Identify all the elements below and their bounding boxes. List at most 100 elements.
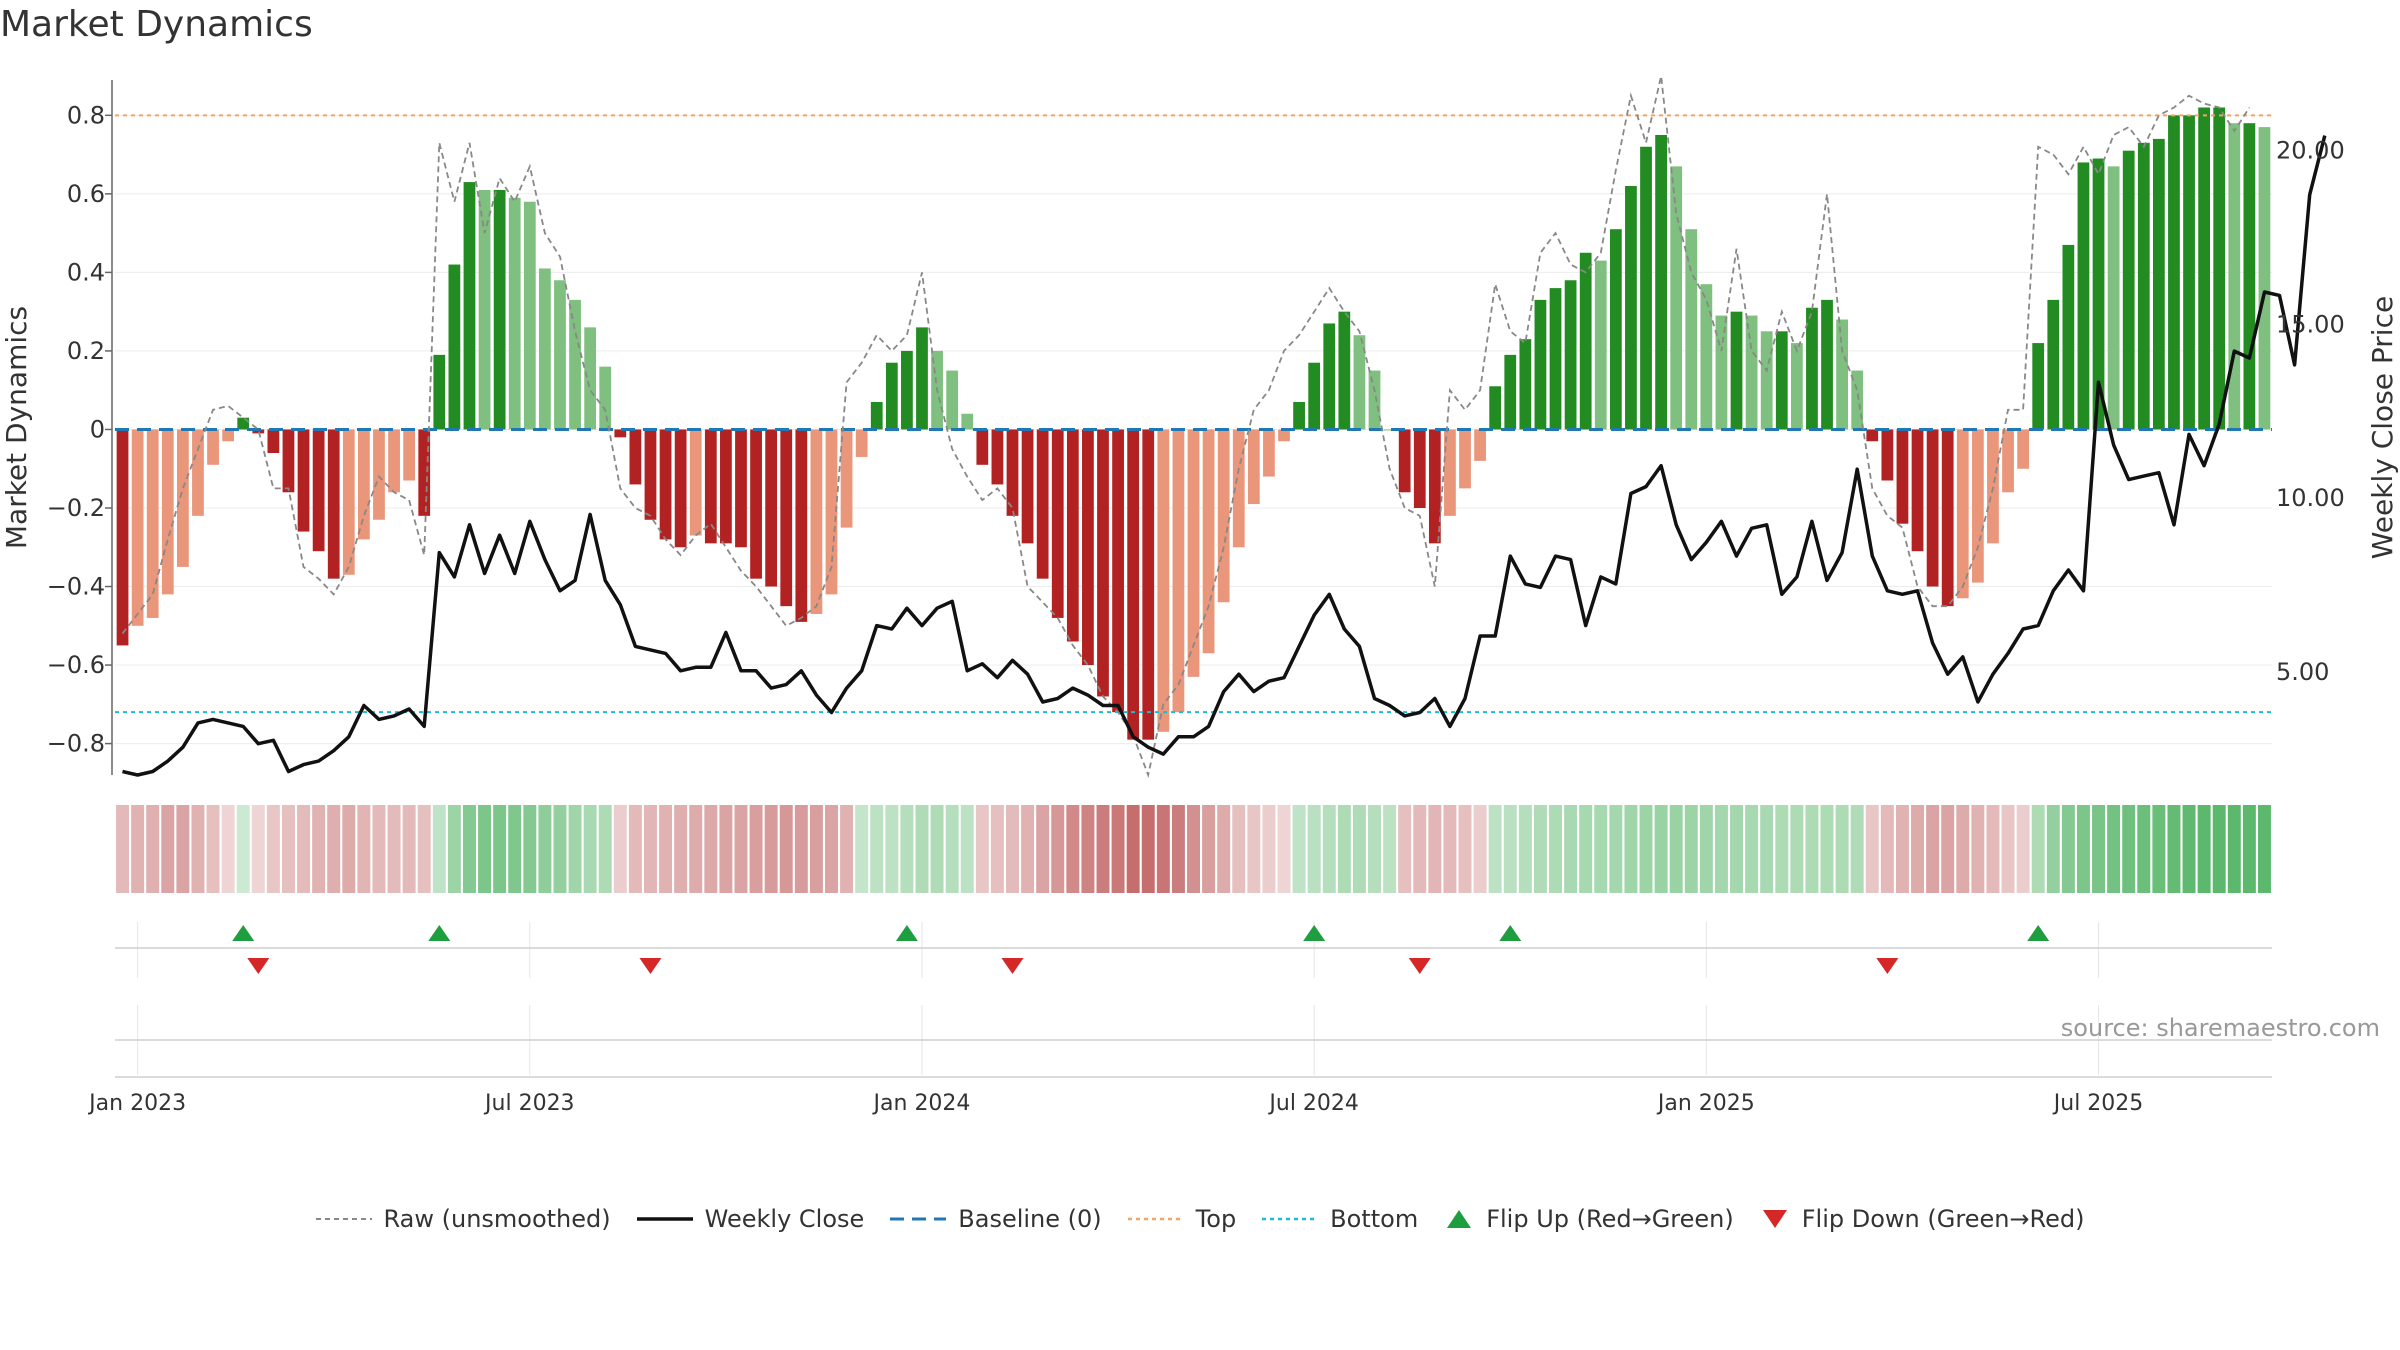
bar: [825, 429, 838, 595]
band-cell: [1021, 805, 1035, 893]
bar: [885, 362, 898, 430]
bar: [1594, 260, 1607, 430]
dashed-blue-line-icon: [890, 1217, 947, 1221]
band-cell: [1277, 805, 1291, 893]
bar: [1625, 186, 1637, 430]
band-cell: [462, 805, 476, 893]
bar: [704, 429, 717, 544]
bar: [2258, 127, 2271, 430]
red-down-triangle-icon: [1762, 1210, 1787, 1228]
bar: [599, 366, 612, 430]
band-cell: [1368, 805, 1381, 893]
bar: [1444, 429, 1456, 516]
band-cell: [2122, 805, 2136, 893]
band-cell: [1081, 805, 1095, 893]
x-tick-label: Jul 2024: [1267, 1091, 1359, 1116]
band-cell: [1760, 805, 1774, 893]
bar: [961, 413, 974, 430]
band-cell: [1609, 805, 1623, 893]
bar: [1564, 280, 1577, 430]
band-cell: [583, 805, 597, 893]
bar: [1866, 429, 1879, 442]
bar: [870, 401, 883, 430]
bar: [116, 429, 129, 646]
band-cell: [297, 805, 311, 893]
band-cell: [749, 805, 763, 893]
band-cell: [613, 805, 627, 893]
band-cell: [779, 805, 793, 893]
band-cell: [1624, 805, 1638, 893]
bar: [1730, 311, 1743, 430]
bar: [327, 429, 340, 579]
band-cell: [1549, 805, 1563, 893]
band-cell: [1594, 805, 1608, 893]
band-cell: [131, 805, 145, 893]
band-cell: [508, 805, 522, 893]
legend-label: Weekly Close: [704, 1205, 865, 1233]
bar: [297, 429, 310, 532]
bar: [810, 429, 823, 615]
bar: [1519, 339, 1532, 430]
band-cell: [2227, 805, 2241, 893]
band-cell: [1247, 805, 1261, 893]
reference-lines: [115, 114, 2272, 714]
flip-up-marker: [2027, 925, 2050, 941]
band-cell: [1820, 805, 1834, 893]
band-cell: [1171, 805, 1185, 893]
band-cell: [221, 805, 235, 893]
band-cell: [975, 805, 989, 893]
bar: [1640, 146, 1652, 430]
band-cell: [342, 805, 356, 893]
bar: [1549, 288, 1562, 430]
bar: [1790, 343, 1803, 430]
band-cell: [960, 805, 974, 893]
bar: [1609, 229, 1622, 430]
bar: [2243, 123, 2256, 430]
bar: [1534, 299, 1547, 430]
flip-down-marker: [1408, 958, 1431, 974]
bar: [1263, 429, 1275, 477]
band-cell: [1684, 805, 1698, 893]
band-cell: [251, 805, 265, 893]
bar: [2002, 429, 2014, 493]
bar: [901, 350, 913, 430]
band-cell: [1488, 805, 1502, 893]
bar: [1956, 429, 1969, 599]
left-tick-label: 0: [90, 415, 105, 443]
flip-up-marker: [1303, 925, 1326, 941]
band-cell: [553, 805, 567, 893]
legend-label: Flip Down (Green→Red): [1801, 1205, 2085, 1233]
band-cell: [1579, 805, 1593, 893]
bar: [1745, 315, 1758, 430]
x-tick-label: Jul 2025: [2052, 1091, 2144, 1116]
bar: [1459, 429, 1471, 489]
band-cell: [1141, 805, 1155, 893]
bar: [1323, 323, 1336, 430]
bar: [358, 429, 370, 540]
bar: [2213, 107, 2226, 430]
bar: [493, 189, 506, 430]
band-cell: [1971, 805, 1985, 893]
legend-label: Top: [1195, 1205, 1237, 1233]
bar: [1428, 429, 1441, 544]
bar: [176, 429, 189, 567]
band-cell: [900, 805, 914, 893]
band-cell: [1051, 805, 1065, 893]
bar: [403, 429, 416, 481]
band-cell: [1307, 805, 1321, 893]
bar: [946, 370, 959, 430]
bar: [689, 429, 702, 536]
band-cell: [1564, 805, 1578, 893]
flip-up-marker: [428, 925, 451, 941]
bar: [840, 429, 853, 528]
bar: [2122, 150, 2135, 430]
bar: [1217, 429, 1230, 603]
bar: [1398, 429, 1411, 493]
band-cell: [1865, 805, 1879, 893]
bar: [1806, 307, 1818, 430]
left-tick-label: 0.6: [67, 180, 105, 208]
bar: [1413, 429, 1426, 508]
band-cell: [417, 805, 431, 893]
flip-down-marker: [1001, 958, 1024, 974]
bar: [1157, 429, 1170, 732]
